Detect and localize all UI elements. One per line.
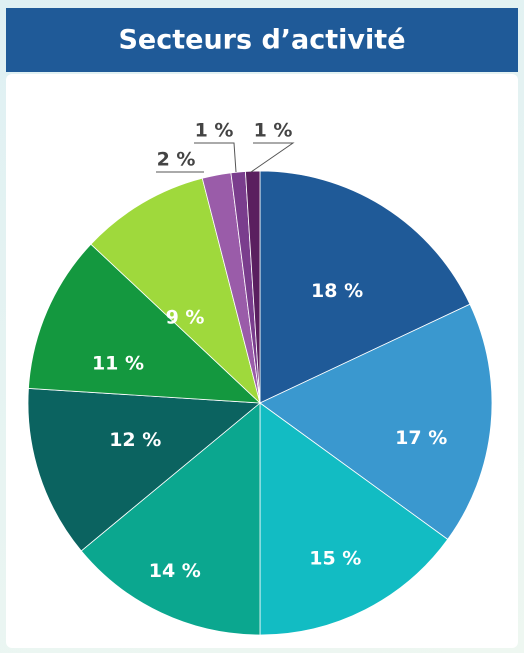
leader-line bbox=[194, 142, 237, 173]
value-label: 1 % bbox=[254, 120, 293, 142]
value-label: 9 % bbox=[166, 307, 205, 329]
leader-line bbox=[250, 142, 295, 173]
pie-slice bbox=[259, 402, 449, 636]
pie-slice bbox=[90, 177, 261, 405]
value-label: 2 % bbox=[157, 149, 196, 171]
title-banner bbox=[6, 8, 518, 72]
pie-slice bbox=[27, 388, 262, 552]
value-label: 14 % bbox=[149, 560, 201, 582]
pie-slice bbox=[259, 303, 493, 540]
pie-slice bbox=[80, 402, 261, 636]
value-label: 12 % bbox=[109, 429, 161, 451]
chart-title: Secteurs d’activité bbox=[118, 25, 405, 56]
value-label: 17 % bbox=[395, 427, 447, 449]
pie-slice bbox=[28, 243, 262, 404]
value-label: 11 % bbox=[92, 352, 144, 374]
value-label: 15 % bbox=[309, 548, 361, 570]
pie-slice bbox=[259, 170, 471, 404]
value-label: 18 % bbox=[311, 280, 363, 302]
value-label: 1 % bbox=[195, 120, 234, 142]
